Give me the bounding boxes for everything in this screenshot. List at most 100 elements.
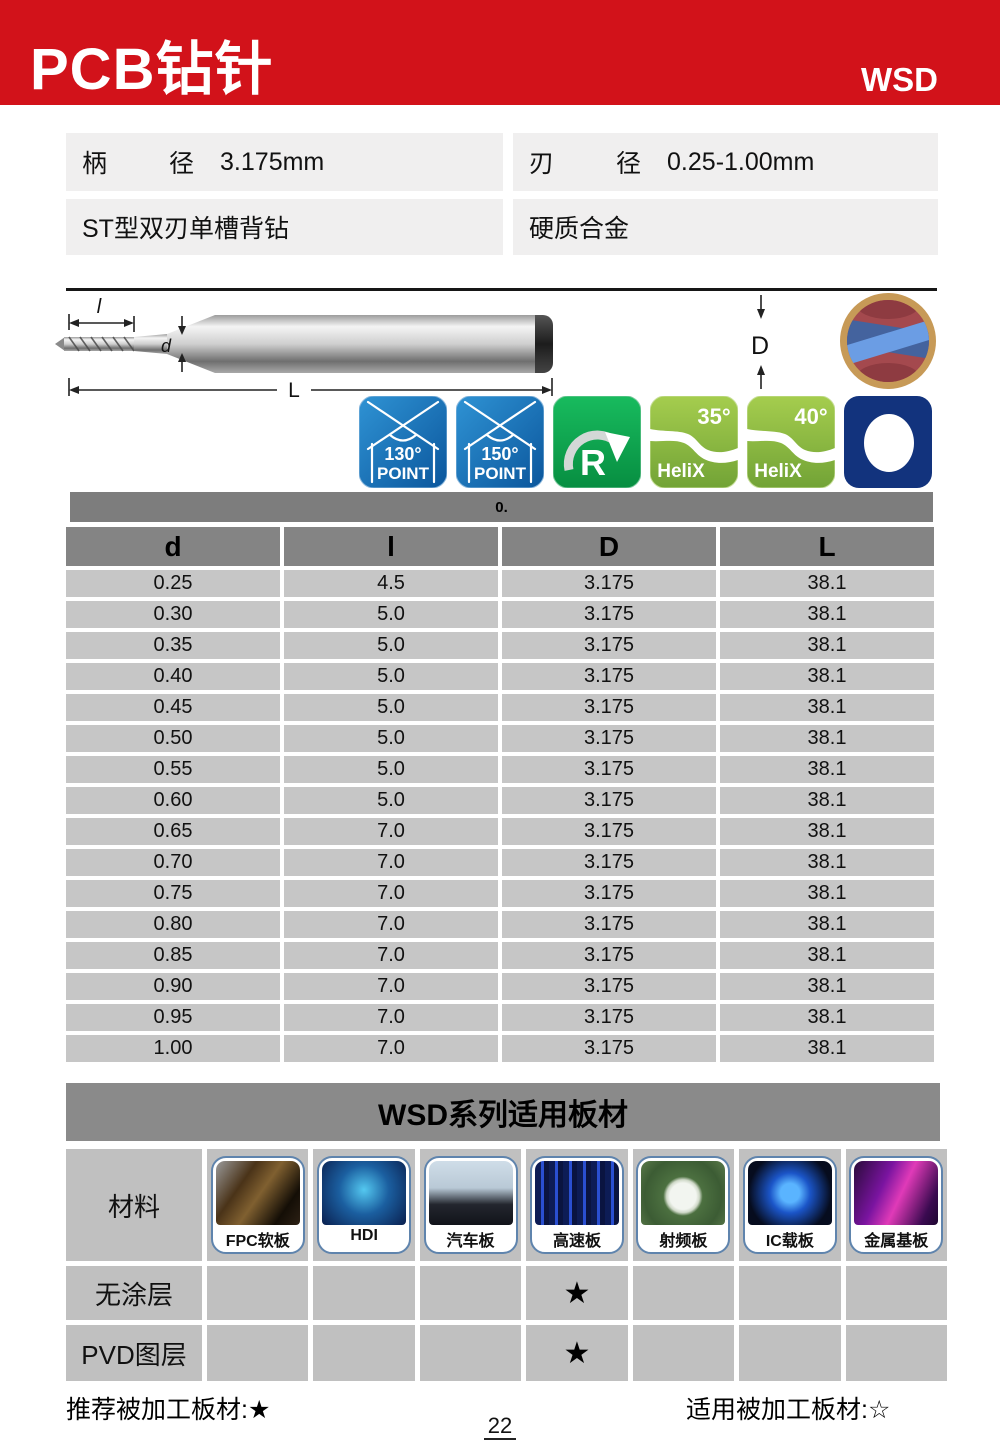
material-cell: 汽车板 (419, 1149, 522, 1261)
radius-letter: R (580, 442, 606, 483)
spec-blade-char: 刃 (529, 150, 555, 178)
material-cell: 射频板 (632, 1149, 735, 1261)
spec-blade-diameter: 刃 径 0.25-1.00mm (513, 133, 938, 191)
material-card-ic: IC载板 (742, 1156, 837, 1254)
dim-label-L: L (288, 379, 300, 402)
table-cell: 7.0 (284, 942, 498, 969)
material-card-rf: 射频板 (636, 1156, 731, 1254)
dimension-table: d l D L 0.25 4.5 3.175 38.1 0.30 5.0 3.175 38.… (66, 527, 934, 1062)
table-cell: 0.90 (66, 973, 280, 1000)
table-cell: 7.0 (284, 849, 498, 876)
spec-material: 硬质合金 (513, 199, 938, 255)
table-cell: 38.1 (720, 818, 934, 845)
point-150-label: POINT (474, 464, 527, 483)
material-card-fpc: FPC软板 (210, 1156, 305, 1254)
table-cell: 3.175 (502, 818, 716, 845)
helix-35-icon: 35° HeliX (650, 396, 738, 488)
table-cell: 38.1 (720, 973, 934, 1000)
table-cell: 3.175 (502, 601, 716, 628)
table-cell: 5.0 (284, 663, 498, 690)
table-cell: 0.65 (66, 818, 280, 845)
table-cell: 0.80 (66, 911, 280, 938)
drill-diagram: l d L (55, 296, 553, 402)
table-note-bar: 0. (70, 492, 933, 522)
dim-label-d: d (161, 336, 172, 356)
page-header: PCB钻针 WSD (0, 0, 1000, 105)
table-cell: 7.0 (284, 911, 498, 938)
table-cell: 38.1 (720, 570, 934, 597)
table-cell: 38.1 (720, 725, 934, 752)
ic-substrate-image (747, 1161, 832, 1225)
material-label: 汽车板 (446, 1233, 495, 1250)
section-divider-line (66, 288, 937, 291)
drill-shank (215, 315, 535, 373)
table-cell: 5.0 (284, 787, 498, 814)
spec-blade-char2: 径 (616, 150, 642, 178)
point-150-angle: 150° (481, 444, 518, 464)
table-cell: 0.70 (66, 849, 280, 876)
boards-section-title: WSD系列适用板材 (66, 1083, 940, 1141)
table-cell: 38.1 (720, 849, 934, 876)
pvd-star-cell (632, 1325, 735, 1381)
legend-recommended: 推荐被加工板材:★ (66, 1396, 271, 1424)
col-header-L: L (720, 527, 934, 566)
table-cell: 38.1 (720, 911, 934, 938)
table-cell: 3.175 (502, 787, 716, 814)
material-cell: 高速板 (526, 1149, 628, 1261)
spec-shank-value: 3.175mm (220, 147, 325, 176)
table-cell: 4.5 (284, 570, 498, 597)
spec-shank-char: 柄 (82, 150, 108, 178)
material-cell: IC载板 (739, 1149, 841, 1261)
table-cell: 3.175 (502, 973, 716, 1000)
row-label-material: 材料 (66, 1149, 202, 1261)
uncoated-star-cell (207, 1266, 309, 1320)
material-cell: FPC软板 (207, 1149, 309, 1261)
drill-neck (134, 334, 167, 354)
fpc-board-image (215, 1161, 300, 1225)
table-cell: 7.0 (284, 818, 498, 845)
table-cell: 0.95 (66, 1004, 280, 1031)
table-cell: 0.75 (66, 880, 280, 907)
material-label: FPC软板 (225, 1233, 290, 1250)
table-cell: 38.1 (720, 942, 934, 969)
table-cell: 0.50 (66, 725, 280, 752)
table-cell: 38.1 (720, 880, 934, 907)
table-cell: 0.25 (66, 570, 280, 597)
ring-icon (844, 396, 932, 488)
page-number-container: 22 (0, 1413, 1000, 1440)
table-cell: 5.0 (284, 632, 498, 659)
table-cell: 7.0 (284, 880, 498, 907)
table-cell: 3.175 (502, 942, 716, 969)
table-cell: 38.1 (720, 756, 934, 783)
table-cell: 38.1 (720, 1035, 934, 1062)
table-cell: 38.1 (720, 787, 934, 814)
spec-grid: 柄 径 3.175mm 刃 径 0.25-1.00mm ST型双刃单槽背钻 硬质… (66, 133, 938, 255)
page-title: PCB钻针 (30, 37, 274, 102)
dim-label-D: D (751, 332, 769, 360)
table-cell: 3.175 (502, 911, 716, 938)
drill-flute (64, 337, 134, 351)
rf-board-image (641, 1161, 726, 1225)
material-cell: 金属基板 (845, 1149, 947, 1261)
material-label: HDI (350, 1227, 378, 1244)
row-label-uncoated: 无涂层 (66, 1266, 202, 1320)
col-header-l: l (284, 527, 498, 566)
drill-taper (167, 315, 215, 373)
pvd-star-cell (845, 1325, 947, 1381)
table-cell: 0.45 (66, 694, 280, 721)
helix-35-angle: 35° (697, 404, 730, 429)
table-cell: 5.0 (284, 725, 498, 752)
material-label: 高速板 (552, 1233, 601, 1250)
material-card-auto: 汽车板 (423, 1156, 518, 1254)
uncoated-star-cell (845, 1266, 947, 1320)
table-cell: 7.0 (284, 1004, 498, 1031)
table-cell: 0.55 (66, 756, 280, 783)
hdi-board-image (322, 1161, 407, 1225)
table-cell: 3.175 (502, 632, 716, 659)
table-cell: 3.175 (502, 849, 716, 876)
table-cell: 38.1 (720, 694, 934, 721)
boards-matrix: 材料 FPC软板 HDI 汽车板 高速板 (66, 1149, 947, 1381)
table-cell: 38.1 (720, 1004, 934, 1031)
uncoated-star-cell: ★ (526, 1266, 628, 1320)
legend-suitable: 适用被加工板材:☆ (686, 1396, 891, 1424)
